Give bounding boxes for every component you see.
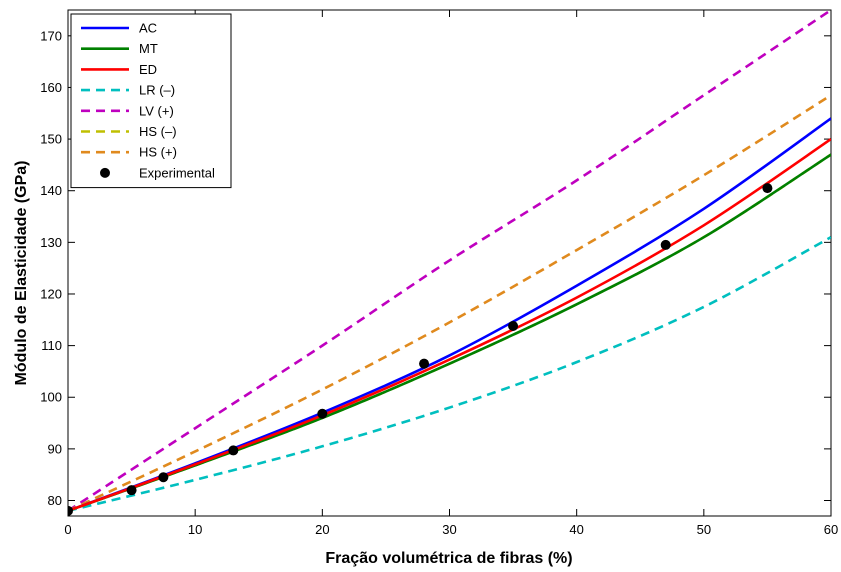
y-axis-label: Módulo de Elasticidade (GPa) [13, 161, 30, 386]
x-tick-label: 30 [442, 522, 456, 537]
experimental-point [317, 408, 328, 419]
legend-label-lr: LR (–) [139, 83, 175, 98]
y-tick-label: 100 [40, 390, 62, 405]
legend-label-hs: HS (–) [139, 124, 177, 139]
legend-label-hs: HS (+) [139, 145, 177, 160]
y-tick-label: 160 [40, 80, 62, 95]
y-tick-label: 110 [41, 338, 62, 353]
x-tick-label: 50 [697, 522, 711, 537]
y-tick-label: 90 [48, 441, 62, 456]
series-line-lr [68, 236, 831, 513]
y-tick-label: 170 [40, 28, 62, 43]
series-line-hs [68, 94, 831, 513]
y-tick-label: 80 [48, 493, 62, 508]
y-tick-label: 130 [40, 235, 62, 250]
y-tick-label: 120 [40, 286, 62, 301]
x-tick-label: 60 [824, 522, 838, 537]
experimental-point [660, 239, 671, 250]
experimental-point [68, 505, 73, 516]
series-group [68, 10, 831, 516]
y-tick-label: 140 [40, 183, 62, 198]
experimental-point [158, 472, 169, 483]
legend-box [70, 13, 232, 189]
x-axis-label: Fração volumétrica de fibras (%) [325, 550, 572, 567]
x-tick-label: 0 [64, 522, 71, 537]
experimental-point [126, 485, 137, 496]
legend-label-experimental: Experimental [139, 165, 215, 180]
x-tick-label: 20 [315, 522, 329, 537]
x-tick-label: 40 [569, 522, 583, 537]
y-tick-label: 150 [40, 132, 62, 147]
series-line-lv [68, 10, 831, 512]
legend-label-ed: ED [139, 62, 157, 77]
experimental-point [508, 320, 519, 331]
legend-label-mt: MT [139, 41, 158, 56]
legend-label-ac: AC [139, 21, 157, 36]
legend-label-lv: LV (+) [139, 103, 174, 118]
x-tick-label: 10 [188, 522, 202, 537]
legend-marker-experimental [100, 167, 110, 178]
series-line-ed [68, 138, 831, 513]
experimental-point [762, 183, 773, 194]
experimental-point [419, 358, 430, 369]
experimental-point [228, 445, 239, 456]
